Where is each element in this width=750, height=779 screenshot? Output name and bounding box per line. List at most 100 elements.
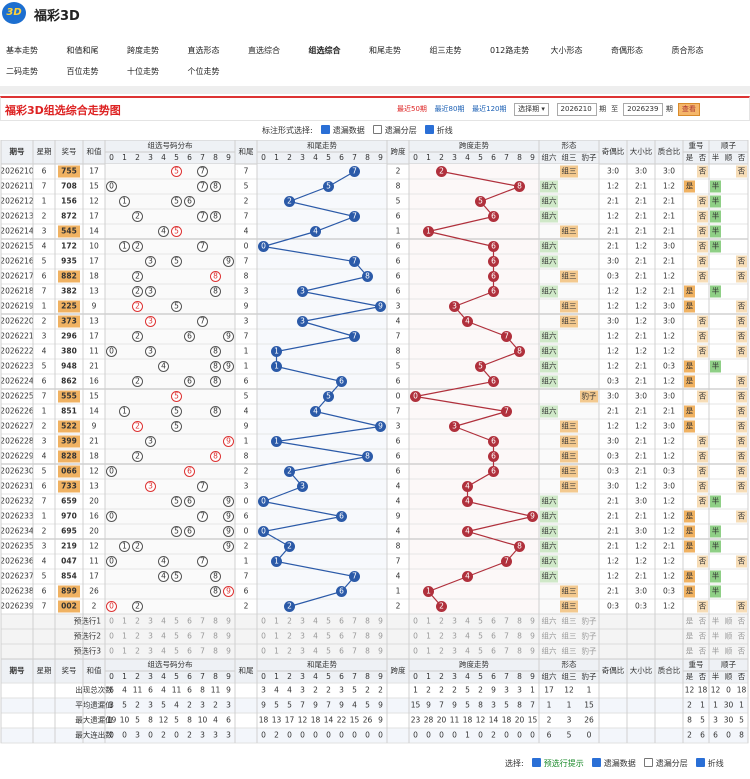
checkbox[interactable] [320,125,330,134]
shun: 否 [738,302,746,311]
form: 组三 [562,301,577,311]
nav-link[interactable]: 和尾走势 [369,46,401,55]
pc: 3:0 [663,392,675,401]
preselect-option: 5 [326,632,331,641]
option-label: 标注形式选择: [262,126,313,135]
option-text: 遗漏分层 [384,126,417,135]
checkbox[interactable] [643,758,653,767]
preselect-option: 2 [439,617,444,626]
sub-header: 7 [504,153,509,162]
digit-hit-label: 8 [213,272,218,281]
nav-link[interactable]: 直选综合 [248,46,280,55]
weekday: 3 [42,437,47,446]
weekday: 4 [42,242,47,251]
checkbox[interactable] [531,758,541,767]
form: 组六 [542,346,557,356]
issue: 2026232 [0,497,34,506]
nav-link[interactable]: 直选形态 [187,46,220,55]
sum-tail: 6 [244,377,249,386]
preselect-option: 5 [478,617,483,626]
stat-value: 5 [567,731,572,740]
tail-point-label: 7 [352,212,357,221]
shun-hit [736,450,747,463]
nav-link[interactable]: 质合形态 [671,46,704,55]
form: 组六 [542,376,557,386]
sub-header: 1 [274,672,279,681]
shun-hit [736,465,747,478]
stat-value: 17 [544,686,554,695]
preselect-option: 2 [439,647,444,656]
repeat-hit [697,315,708,328]
stat-value: 26 [584,716,594,725]
digit-hit-label: 2 [135,377,140,386]
digit-hit-label: 1 [122,542,127,551]
tail-point-label: 7 [352,257,357,266]
preselect-option: 0 [109,617,114,626]
stat-value: 3 [200,731,205,740]
preselect-option: 7 [504,617,509,626]
to-input[interactable]: 2026239 [623,103,664,116]
nav-link[interactable]: 十位走势 [127,67,159,76]
span-point [514,541,525,552]
digit-hit-label: 8 [213,347,218,356]
form: 组三 [562,271,577,281]
recent-link[interactable]: 最近120期 [472,105,507,113]
column-header: 奇偶比 [602,665,625,675]
nav-link[interactable]: 个位走势 [187,67,220,76]
number-highlight [58,465,80,478]
nav-link[interactable]: 奇偶形态 [611,46,643,55]
stat-value: 9 [339,701,344,710]
period-select[interactable]: 选择期 ▾ [514,103,549,116]
digit-hit [132,376,143,387]
nav-link[interactable]: 基本走势 [6,46,38,55]
nav-link[interactable]: 百位走势 [66,67,99,76]
stat-value: 12 [298,716,308,725]
recent-link[interactable]: 最近80期 [434,105,465,113]
span-point-label: 3 [452,422,457,431]
repeat-hit [684,285,695,298]
preselect-option: 5 [326,617,331,626]
issue: 2026237 [0,572,34,581]
stat-value: 2 [439,686,444,695]
checkbox[interactable] [695,758,705,767]
nav-link[interactable]: 和值和尾 [66,46,99,55]
tail-point [271,436,282,447]
digit-hit [119,406,130,417]
form-hit [540,555,558,568]
recent-link[interactable]: 最近50期 [397,105,427,113]
shun-hit [736,330,747,343]
bs: 3:0 [635,392,647,401]
nav-link[interactable]: 012路走势 [490,46,530,55]
nav-link[interactable]: 组选综合 [308,46,341,55]
nav-link[interactable]: 组三走势 [429,46,462,55]
from-input[interactable]: 2026210 [556,103,597,116]
weekday: 7 [42,182,47,191]
checkbox[interactable] [372,125,382,134]
nav-link[interactable]: 跨度走势 [127,46,159,55]
bs: 3:0 [635,497,647,506]
nav-link[interactable]: 大小形态 [550,46,583,55]
preselect-option: 组六 [542,646,557,656]
sub-header: 8 [365,153,370,162]
digit-hit-label: 8 [213,182,218,191]
sum: 10 [89,242,99,251]
stat-value: 6 [226,716,231,725]
nav-link[interactable]: 二码走势 [6,67,38,76]
pc: 2:1 [663,542,675,551]
span-point [436,166,447,177]
oe: 2:1 [607,512,619,521]
checkbox[interactable] [424,125,434,134]
oe: 3:0 [607,257,619,266]
bs: 3:0 [635,587,647,596]
checkbox[interactable] [591,758,601,767]
repeat-hit [697,495,708,508]
sub-header: 1 [122,672,127,681]
view-button[interactable]: 查看 [677,103,700,116]
preselect-option: 半 [712,631,720,641]
sub-header: 半 [712,152,720,162]
repeat: 是 [686,407,694,416]
preselect-option: 半 [712,616,720,626]
sum: 9 [92,302,97,311]
tail-point-label: 3 [300,482,305,491]
tail-point [297,286,308,297]
